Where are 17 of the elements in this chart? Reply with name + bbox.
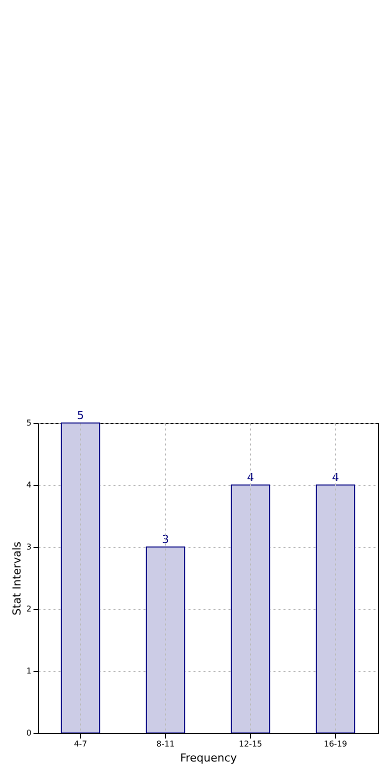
x-axis-title: Frequency [180, 752, 238, 764]
x-tick-label: 16-19 [324, 740, 348, 748]
y-tick-label: 2 [26, 604, 32, 614]
y-tick-label: 0 [26, 728, 32, 738]
y-axis-title: Stat Intervals [10, 541, 24, 616]
x-tick-label: 12-15 [238, 740, 262, 748]
x-tick-label: 4-7 [74, 740, 88, 748]
data-label: 5 [77, 409, 84, 422]
y-tick-label: 1 [26, 666, 32, 676]
bar [146, 546, 186, 734]
bar [316, 484, 356, 734]
x-tick-label: 8-11 [156, 740, 175, 748]
y-tick-label: 4 [26, 480, 32, 490]
bar [60, 422, 100, 734]
bar [230, 484, 270, 734]
y-tick-label: 5 [26, 418, 32, 428]
y-tick-label: 3 [26, 542, 32, 552]
